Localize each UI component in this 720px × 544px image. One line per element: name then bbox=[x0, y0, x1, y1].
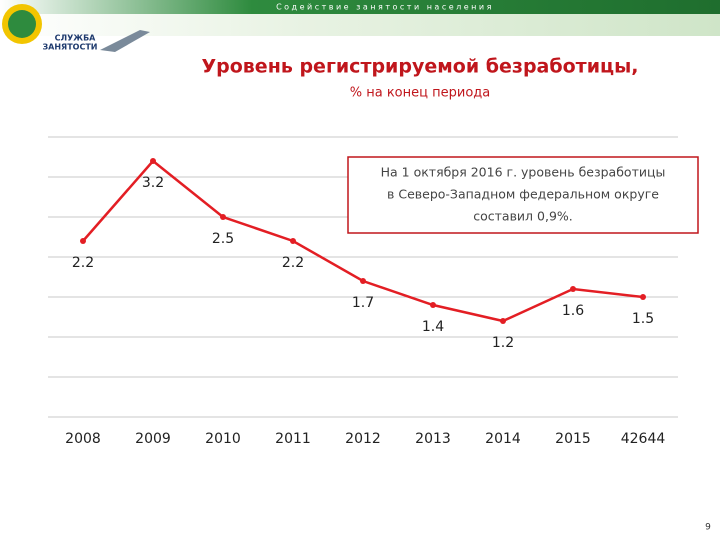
data-label: 2.2 bbox=[72, 255, 94, 271]
data-label: 1.2 bbox=[492, 335, 514, 351]
data-label: 2.5 bbox=[212, 231, 234, 247]
x-tick-label: 2008 bbox=[65, 431, 101, 447]
x-tick-label: 2015 bbox=[555, 431, 591, 447]
data-point bbox=[220, 214, 226, 220]
logo-text: СЛУЖБА bbox=[55, 34, 97, 43]
data-point bbox=[500, 318, 506, 324]
x-tick-label: 2009 bbox=[135, 431, 171, 447]
annotation-text: составил 0,9%. bbox=[473, 209, 573, 224]
data-label: 2.2 bbox=[282, 255, 304, 271]
x-tick-label: 2014 bbox=[485, 431, 521, 447]
data-label: 1.6 bbox=[562, 303, 584, 319]
data-label: 1.7 bbox=[352, 295, 374, 311]
x-tick-label: 2010 bbox=[205, 431, 241, 447]
data-point bbox=[570, 286, 576, 292]
data-point bbox=[290, 238, 296, 244]
x-tick-label: 2011 bbox=[275, 431, 311, 447]
data-label: 1.4 bbox=[422, 319, 444, 335]
annotation-box bbox=[347, 156, 699, 234]
chart-subtitle: % на конец периода bbox=[350, 86, 490, 101]
x-tick-label: 2012 bbox=[345, 431, 381, 447]
logo-swoosh bbox=[100, 30, 150, 52]
data-point bbox=[640, 294, 646, 300]
x-tick-label: 42644 bbox=[621, 431, 666, 447]
logo-inner bbox=[8, 10, 36, 38]
page-number: 9 bbox=[705, 523, 711, 533]
chart-title: Уровень регистрируемой безработицы, bbox=[201, 56, 638, 78]
logo-text: ЗАНЯТОСТИ bbox=[42, 43, 97, 52]
banner-text: Содействие занятости населения bbox=[276, 3, 494, 12]
x-tick-label: 2013 bbox=[415, 431, 451, 447]
annotation-text: На 1 октября 2016 г. уровень безработицы bbox=[381, 165, 666, 180]
data-point bbox=[360, 278, 366, 284]
data-label: 3.2 bbox=[142, 175, 164, 191]
data-point bbox=[430, 302, 436, 308]
annotation-text: в Северо-Западном федеральном округе bbox=[387, 187, 659, 202]
data-label: 1.5 bbox=[632, 311, 654, 327]
data-point bbox=[150, 158, 156, 164]
banner-fade bbox=[0, 14, 720, 36]
banner-band bbox=[0, 0, 720, 14]
data-point bbox=[80, 238, 86, 244]
